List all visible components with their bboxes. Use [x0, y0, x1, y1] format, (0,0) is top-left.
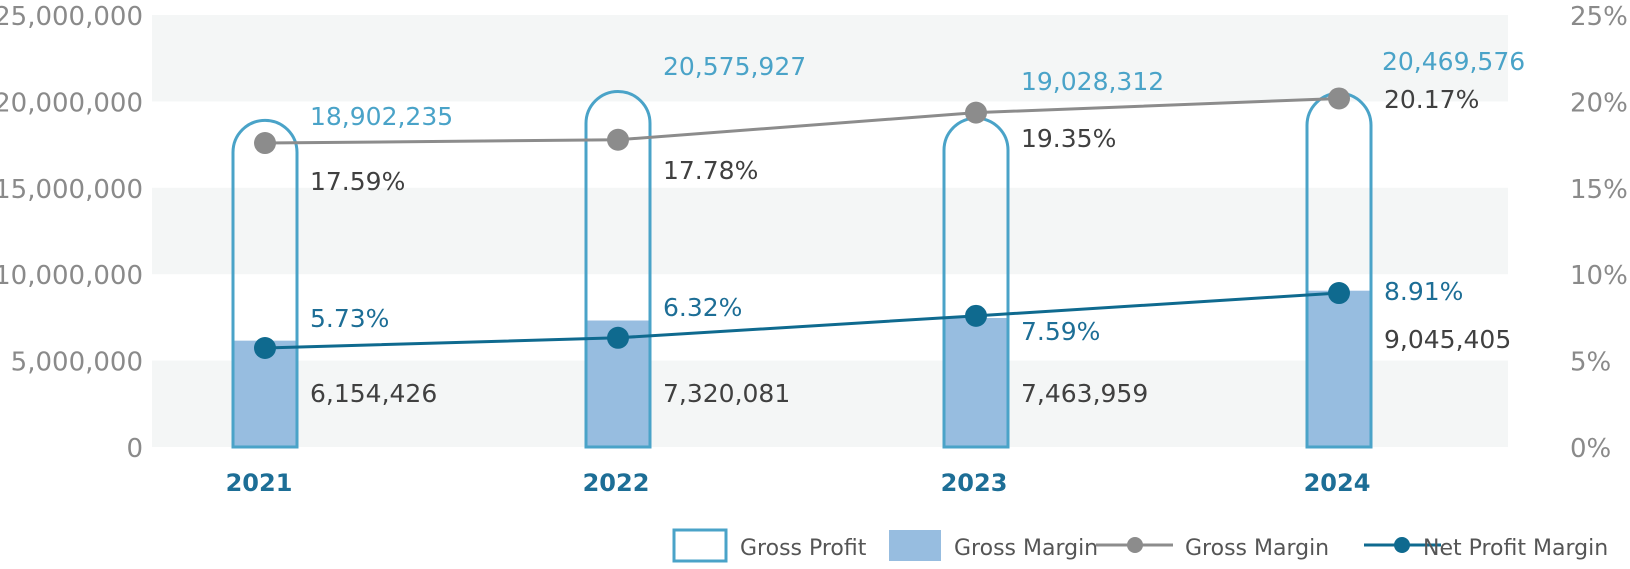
point-gross-margin-2021	[254, 132, 276, 155]
legend: Gross Profit Gross Margin Gross Margin N…	[672, 528, 1608, 563]
x-axis-categories: 2021 2022 2023 2024	[226, 469, 1371, 497]
y-axis-right: 0% 5% 10% 15% 20% 25%	[1570, 2, 1628, 464]
legend-label-gross-profit: Gross Profit	[740, 536, 867, 561]
x-category-label: 2023	[941, 469, 1008, 497]
background-band-4	[152, 15, 1508, 102]
bar-gross-margin-2023	[944, 318, 1008, 447]
label-gross-margin-value-2024: 9,045,405	[1384, 325, 1511, 354]
legend-marker-gross-margin-line	[1127, 537, 1143, 553]
background-bands	[152, 15, 1508, 447]
label-gross-margin-pct-2021: 17.59%	[310, 167, 405, 196]
point-net-profit-margin-2023	[965, 304, 987, 327]
y-tick-left: 5,000,000	[11, 348, 143, 378]
point-net-profit-margin-2021	[254, 336, 276, 359]
point-net-profit-margin-2024	[1328, 282, 1350, 305]
y-tick-right: 25%	[1570, 2, 1628, 32]
label-net-profit-margin-2022: 6.32%	[663, 293, 742, 322]
label-gross-margin-value-2022: 7,320,081	[663, 379, 790, 408]
y-tick-right: 0%	[1570, 434, 1611, 464]
y-tick-right: 20%	[1570, 88, 1628, 118]
line-gross-margin	[264, 96, 1340, 145]
legend-label-net-profit-margin: Net Profit Margin	[1423, 536, 1608, 561]
label-net-profit-margin-2024: 8.91%	[1384, 277, 1463, 306]
y-tick-right: 15%	[1570, 175, 1628, 205]
y-tick-left: 20,000,000	[0, 88, 143, 118]
legend-marker-net-profit-margin-line	[1394, 537, 1410, 553]
legend-label-gross-margin-line: Gross Margin	[1185, 536, 1329, 561]
bar-gross-margin-2024	[1307, 290, 1371, 447]
bar-gross-profit-2021	[231, 118, 299, 449]
x-category-label: 2022	[583, 469, 650, 497]
y-tick-left: 0	[126, 434, 143, 464]
y-axis-left: 0 5,000,000 10,000,000 15,000,000 20,000,000…	[0, 2, 143, 464]
bar-gross-profit-2022	[584, 89, 652, 449]
label-gross-profit-2023: 19,028,312	[1021, 67, 1164, 96]
background-band-0	[152, 360, 1508, 447]
y-tick-right: 10%	[1570, 261, 1628, 291]
y-tick-left: 10,000,000	[0, 261, 143, 291]
line-net-profit-margin	[264, 291, 1340, 350]
label-gross-profit-2022: 20,575,927	[663, 52, 806, 81]
label-net-profit-margin-2021: 5.73%	[310, 304, 389, 333]
label-gross-margin-pct-2023: 19.35%	[1021, 124, 1116, 153]
label-gross-margin-pct-2022: 17.78%	[663, 156, 758, 185]
point-gross-margin-2024	[1328, 87, 1350, 110]
y-tick-left: 15,000,000	[0, 175, 143, 205]
label-gross-margin-pct-2024: 20.17%	[1384, 85, 1479, 114]
legend-swatch-gross-profit	[672, 528, 728, 563]
point-gross-margin-2022	[607, 128, 629, 151]
x-category-label: 2021	[226, 469, 293, 497]
data-labels: 18,902,235 17.59% 5.73% 6,154,426 20,575,927…	[310, 47, 1525, 408]
label-net-profit-margin-2023: 7.59%	[1021, 317, 1100, 346]
legend-label-gross-margin-bar: Gross Margin	[954, 536, 1098, 561]
background-band-2	[152, 187, 1508, 275]
y-tick-left: 25,000,000	[0, 2, 143, 32]
point-gross-margin-2023	[965, 101, 987, 124]
label-gross-margin-value-2023: 7,463,959	[1021, 379, 1148, 408]
point-net-profit-margin-2022	[607, 326, 629, 349]
legend-swatch-gross-margin-bar	[889, 530, 941, 561]
y-tick-right: 5%	[1570, 348, 1611, 378]
label-gross-profit-2021: 18,902,235	[310, 102, 453, 131]
label-gross-profit-2024: 20,469,576	[1382, 47, 1525, 76]
x-category-label: 2024	[1304, 469, 1371, 497]
label-gross-margin-value-2021: 6,154,426	[310, 379, 437, 408]
line-series	[254, 87, 1350, 359]
